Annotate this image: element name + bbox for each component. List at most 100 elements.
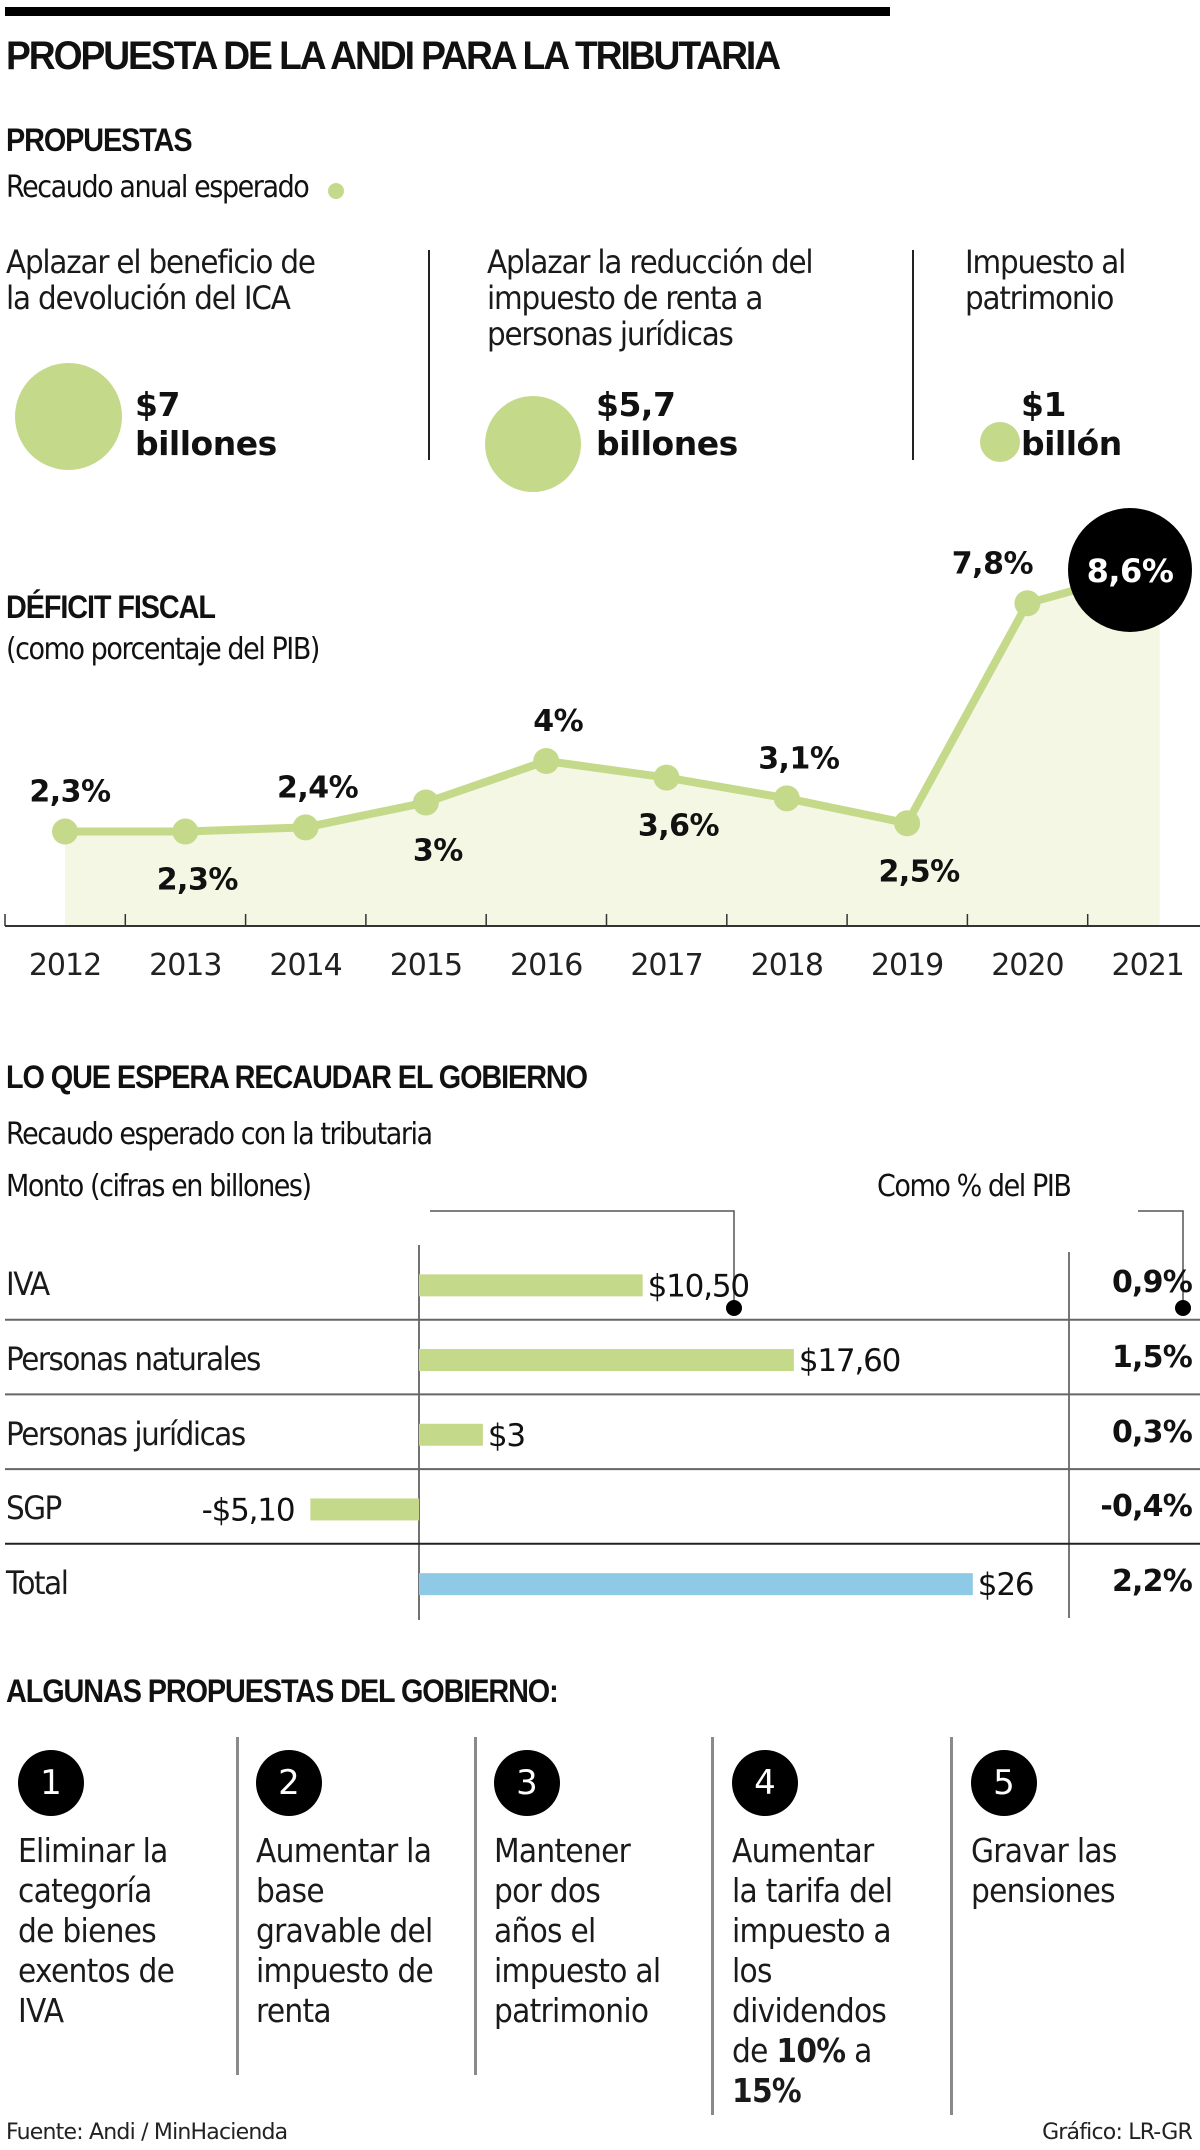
gov-proposal-4-line: impuesto a <box>732 1911 892 1950</box>
data-label-2014: 2,4% <box>277 770 359 805</box>
andi-item-2-bubble <box>485 396 581 492</box>
x-label-2017: 2017 <box>630 948 702 983</box>
deficit-chart: 2,3% 2,3% 2,4% 3% 4% 3,6% 3,1% 2,5% 7,8% 8,6% 201… <box>4 508 1200 983</box>
gov-proposal-5-line: Gravar las <box>971 1831 1117 1870</box>
deficit-area <box>65 570 1160 927</box>
bar-value-label: $3 <box>488 1418 525 1454</box>
gov-proposal-5: 5 Gravar las pensiones <box>971 1750 1133 1911</box>
bar-value-labels: $10,50 $17,60 $3 -$5,10 $26 <box>202 1268 1035 1603</box>
gobierno-subtitle: Recaudo esperado con la tributaria <box>6 1117 433 1152</box>
andi-item-2: Aplazar la reducción del impuesto de ren… <box>487 244 841 352</box>
data-point-2020 <box>1014 590 1041 617</box>
row-separators <box>5 1318 1200 1545</box>
andi-item-1-amount: $7 <box>135 385 180 424</box>
text-span: a <box>845 2031 872 2070</box>
gov-proposal-1-line: de bienes <box>18 1911 157 1950</box>
andi-item-2-unit: billones <box>596 424 738 463</box>
legend-dot-icon <box>327 183 344 199</box>
gov-proposal-1: 1 Eliminar la categoría de bienes exento… <box>18 1750 192 2031</box>
bar-personas-naturales <box>419 1349 794 1372</box>
gov-proposal-1-line: categoría <box>18 1871 152 1910</box>
column-divider <box>428 250 430 460</box>
andi-item-3-bubble <box>980 422 1020 462</box>
gov-proposal-3-line: patrimonio <box>494 1991 649 2030</box>
proposal-divider <box>474 1737 477 2075</box>
pib-value: 0,9% <box>1111 1265 1193 1301</box>
data-label-2015: 3% <box>413 834 463 869</box>
data-point-2015 <box>412 789 439 816</box>
rate-from: 10% <box>776 2031 846 2070</box>
x-label-2014: 2014 <box>269 948 341 983</box>
bar-value-label: -$5,10 <box>202 1492 295 1528</box>
deficit-subtitle: (como porcentaje del PIB) <box>6 632 320 667</box>
bars <box>310 1274 973 1596</box>
data-point-2013 <box>172 818 199 845</box>
gov-proposal-3: 3 Mantener por dos años el impuesto al p… <box>494 1750 679 2031</box>
pib-value: 0,3% <box>1111 1414 1193 1450</box>
andi-item-1: Aplazar el beneficio de la devolución de… <box>6 244 342 316</box>
deficit-labels: 2,3% 2,3% 2,4% 3% 4% 3,6% 3,1% 2,5% 7,8% 8,6% <box>29 546 1174 897</box>
gov-proposal-2: 2 Aumentar la base gravable del impuesto… <box>256 1750 453 2031</box>
number-badge-4: 4 <box>732 1750 798 1816</box>
x-label-2019: 2019 <box>871 948 943 983</box>
andi-heading: PROPUESTAS <box>6 122 193 158</box>
number-badge-1: 1 <box>18 1750 84 1816</box>
gov-proposal-2-line: base <box>256 1871 325 1910</box>
pib-value: -0,4% <box>1100 1489 1192 1525</box>
pib-value: 2,2% <box>1111 1564 1193 1600</box>
gov-proposal-4-line: los <box>732 1951 772 1990</box>
propuestas-gobierno-heading: ALGUNAS PROPUESTAS DEL GOBIERNO: <box>6 1673 559 1709</box>
source-note: Fuente: Andi / MinHacienda <box>6 2120 288 2145</box>
data-label-2019: 2,5% <box>878 854 960 889</box>
bar-value-label: $26 <box>978 1567 1034 1603</box>
data-point-2019 <box>894 810 921 837</box>
proposal-divider <box>711 1737 714 2115</box>
x-axis-labels: 2012 2013 2014 2015 2016 2017 2018 2019 2020 2021 <box>29 948 1185 983</box>
andi-item-1-bubble <box>15 363 122 470</box>
gov-proposal-3-line: por dos <box>494 1871 601 1910</box>
row-label: IVA <box>6 1265 50 1304</box>
monto-label: Monto (cifras en billones) <box>6 1169 312 1204</box>
data-point-2018 <box>773 785 800 812</box>
gov-proposal-4-line: 15% <box>732 2071 892 2111</box>
gov-proposal-4-line: Aumentar <box>732 1831 874 1870</box>
bar-iva <box>419 1274 643 1297</box>
number-badge-3: 3 <box>494 1750 560 1816</box>
number-badge-2: 2 <box>256 1750 322 1816</box>
gov-proposal-2-line: gravable del <box>256 1911 433 1950</box>
gov-proposal-4-line: dividendos <box>732 1991 887 2030</box>
highlight-point-2021 <box>1068 508 1192 632</box>
andi-item-2-line-2: impuesto de renta a <box>487 279 763 317</box>
andi-item-3-unit: billón <box>1021 424 1122 463</box>
x-label-2020: 2020 <box>991 948 1063 983</box>
gov-proposal-5-line: pensiones <box>971 1871 1116 1910</box>
x-label-2015: 2015 <box>390 948 462 983</box>
gov-proposal-4-line: de 10% a <box>732 2031 892 2071</box>
text-span: de <box>732 2031 777 2070</box>
pib-leader-dot <box>1175 1300 1191 1316</box>
monto-leader-line <box>430 1210 735 1304</box>
bar-value-label: $17,60 <box>799 1343 900 1379</box>
x-axis-ticks <box>4 914 1089 926</box>
gov-proposal-2-line: renta <box>256 1991 332 2030</box>
andi-item-3-amount: $1 <box>1021 385 1066 424</box>
andi-subtitle-row: Recaudo anual esperado <box>6 170 344 206</box>
andi-item-3: Impuesto al patrimonio <box>965 244 1139 316</box>
data-label-2018: 3,1% <box>758 741 840 776</box>
data-point-2016 <box>533 748 560 774</box>
page-title: PROPUESTA DE LA ANDI PARA LA TRIBUTARIA <box>6 34 781 78</box>
gov-proposal-3-line: Mantener <box>494 1831 631 1870</box>
data-label-2021: 8,6% <box>1087 552 1174 590</box>
x-label-2012: 2012 <box>29 948 101 983</box>
number-badge-5: 5 <box>971 1750 1037 1816</box>
proposal-divider <box>950 1737 953 2115</box>
deficit-points <box>52 508 1192 845</box>
gov-proposal-2-line: Aumentar la <box>256 1831 432 1870</box>
top-rule <box>5 7 890 16</box>
monto-leader-dot <box>726 1300 742 1316</box>
bar-total <box>419 1573 973 1596</box>
data-point-2012 <box>52 818 78 845</box>
pib-value: 1,5% <box>1111 1340 1193 1376</box>
gov-proposal-2-line: impuesto de <box>256 1951 434 1990</box>
data-point-2014 <box>292 814 319 841</box>
